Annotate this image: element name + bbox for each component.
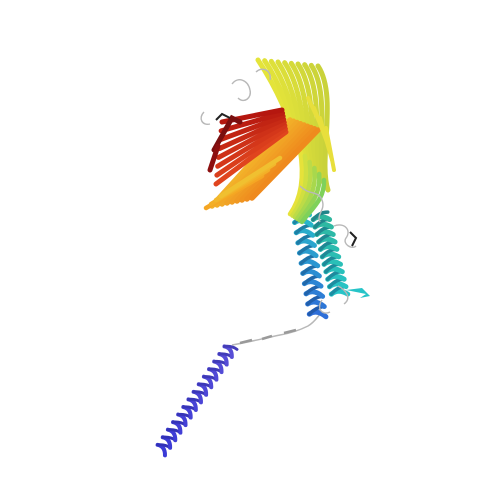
beta-strand xyxy=(213,129,289,187)
surface-loops xyxy=(200,68,357,314)
beta-strand xyxy=(214,126,288,178)
helix-turn-back xyxy=(222,344,239,351)
beta-strand xyxy=(292,159,313,220)
beta-strand xyxy=(324,126,336,172)
beta-strand-arrow xyxy=(346,288,370,298)
beta-strand xyxy=(299,177,327,225)
beta-strand xyxy=(215,123,288,169)
beta-strand xyxy=(287,147,305,217)
n-terminal-helix xyxy=(155,344,239,458)
linker-coil-dashes xyxy=(239,328,297,345)
beta-strand xyxy=(297,171,322,223)
beta-strand xyxy=(218,155,283,199)
beta-strand xyxy=(239,124,314,203)
beta-strand xyxy=(290,153,309,218)
beta-strand xyxy=(294,165,318,222)
beta-strand xyxy=(249,127,321,201)
beta-barrel xyxy=(203,57,336,225)
beta-strand xyxy=(302,62,325,184)
beta-strand xyxy=(211,114,243,153)
beta-strand xyxy=(218,110,286,134)
beta-strand xyxy=(288,60,319,175)
beta-strand xyxy=(216,116,287,152)
beta-strand xyxy=(207,143,221,173)
beta-strand xyxy=(244,126,318,202)
beta-strand xyxy=(216,120,287,160)
beta-strand xyxy=(295,61,322,180)
beta-strand xyxy=(217,113,286,143)
loop-dark-accents xyxy=(215,112,358,247)
